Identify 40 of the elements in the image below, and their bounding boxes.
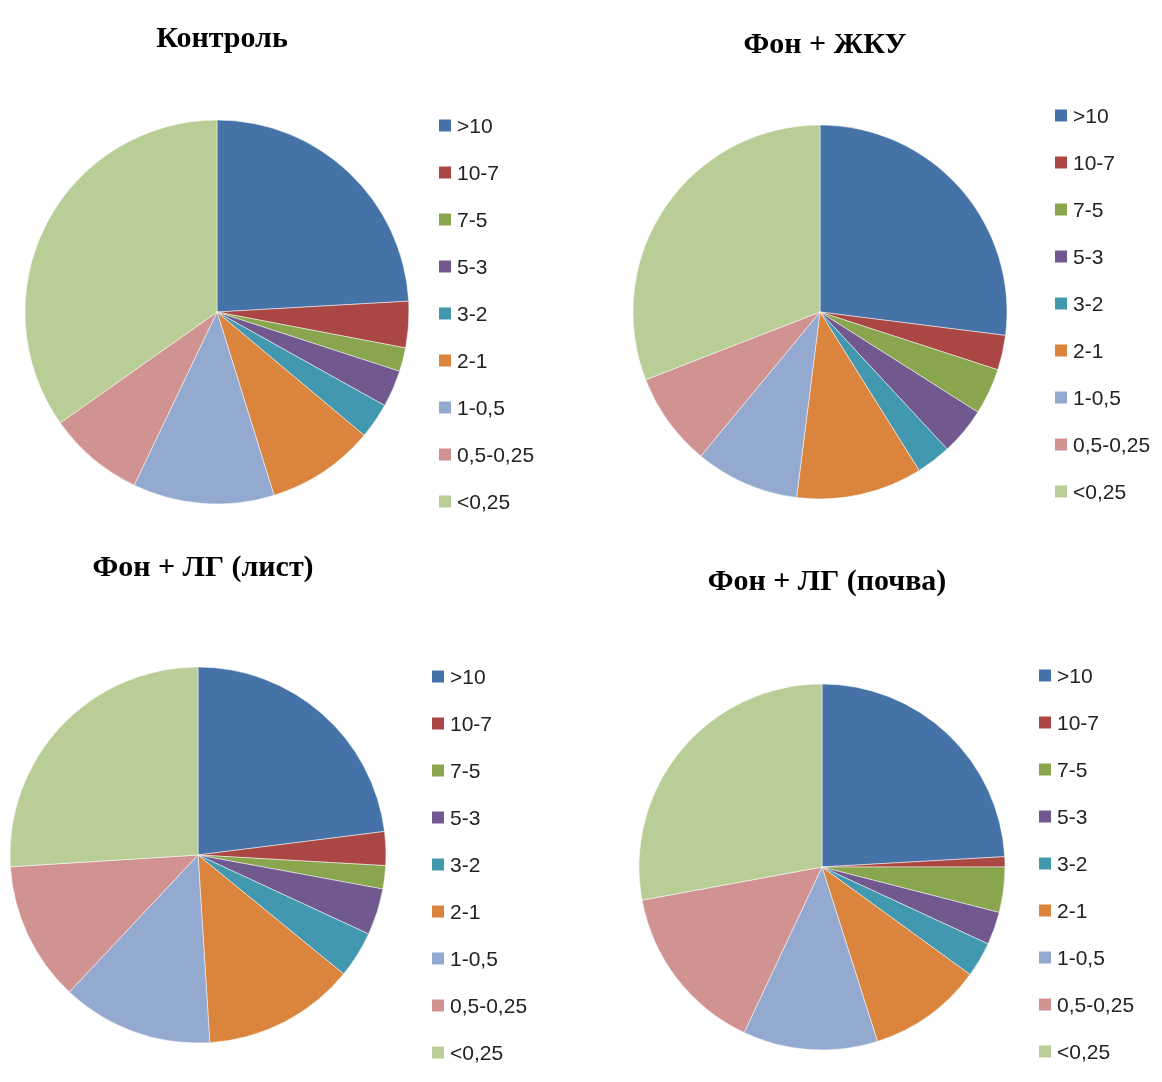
legend-label: >10 — [1073, 104, 1109, 127]
legend-label: 1-0,5 — [1057, 946, 1105, 969]
legend-label: 7-5 — [1073, 198, 1104, 221]
legend-label: 5-3 — [1057, 805, 1088, 828]
legend-label: 7-5 — [450, 759, 481, 782]
legend-label: 7-5 — [457, 208, 488, 231]
legend-label: 1-0,5 — [450, 947, 498, 970]
legend-label: 1-0,5 — [457, 396, 505, 419]
legend-label: 10-7 — [457, 161, 500, 184]
legend-label: 2-1 — [1073, 339, 1104, 362]
legend-label: >10 — [1057, 664, 1093, 687]
chart-title: Контроль — [156, 19, 288, 53]
legend-label: 2-1 — [450, 900, 481, 923]
chart-title: Фон + ЖКУ — [743, 25, 907, 59]
legend-label: <0,25 — [1073, 480, 1127, 503]
legend-label: 5-3 — [1073, 245, 1104, 268]
legend-label: 5-3 — [457, 255, 488, 278]
legend-label: 5-3 — [450, 806, 481, 829]
legend-label: 1-0,5 — [1073, 386, 1121, 409]
chart-title: Фон + ЛГ (почва) — [707, 562, 947, 597]
legend-label: 7-5 — [1057, 758, 1088, 781]
legend-label: 0,5-0,25 — [1073, 433, 1151, 456]
legend-label: 10-7 — [450, 712, 493, 735]
legend-label: 0,5-0,25 — [457, 443, 535, 466]
legend-label: 3-2 — [1057, 852, 1088, 875]
legend-label: 10-7 — [1057, 711, 1100, 734]
legend-label: <0,25 — [1057, 1040, 1111, 1063]
legend-label: 3-2 — [450, 853, 481, 876]
legend-label: <0,25 — [450, 1041, 504, 1064]
legend-label: 0,5-0,25 — [450, 994, 528, 1017]
legend-label: >10 — [457, 114, 493, 137]
legend-label: 0,5-0,25 — [1057, 993, 1135, 1016]
legend-label: 10-7 — [1073, 151, 1116, 174]
legend-label: 3-2 — [1073, 292, 1104, 315]
legend-label: <0,25 — [457, 490, 511, 513]
legend-label: 2-1 — [457, 349, 488, 372]
legend-label: >10 — [450, 665, 486, 688]
legend-label: 2-1 — [1057, 899, 1088, 922]
legend-label: 3-2 — [457, 302, 488, 325]
chart-title: Фон + ЛГ (лист) — [92, 548, 314, 583]
